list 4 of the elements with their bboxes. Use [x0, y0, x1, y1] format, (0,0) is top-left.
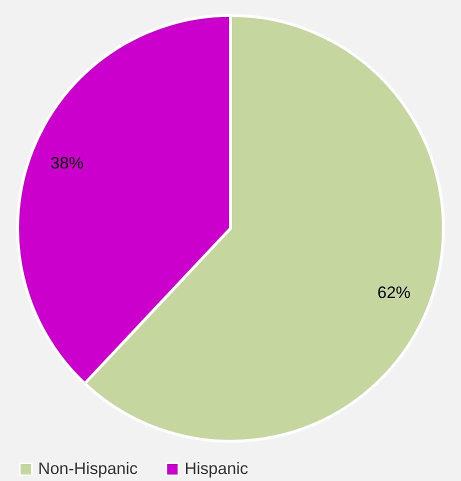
legend-label: Hispanic: [184, 459, 248, 478]
legend-label: Non-Hispanic: [38, 459, 138, 478]
data-label: 38%: [50, 154, 84, 173]
data-label: 62%: [377, 282, 411, 302]
